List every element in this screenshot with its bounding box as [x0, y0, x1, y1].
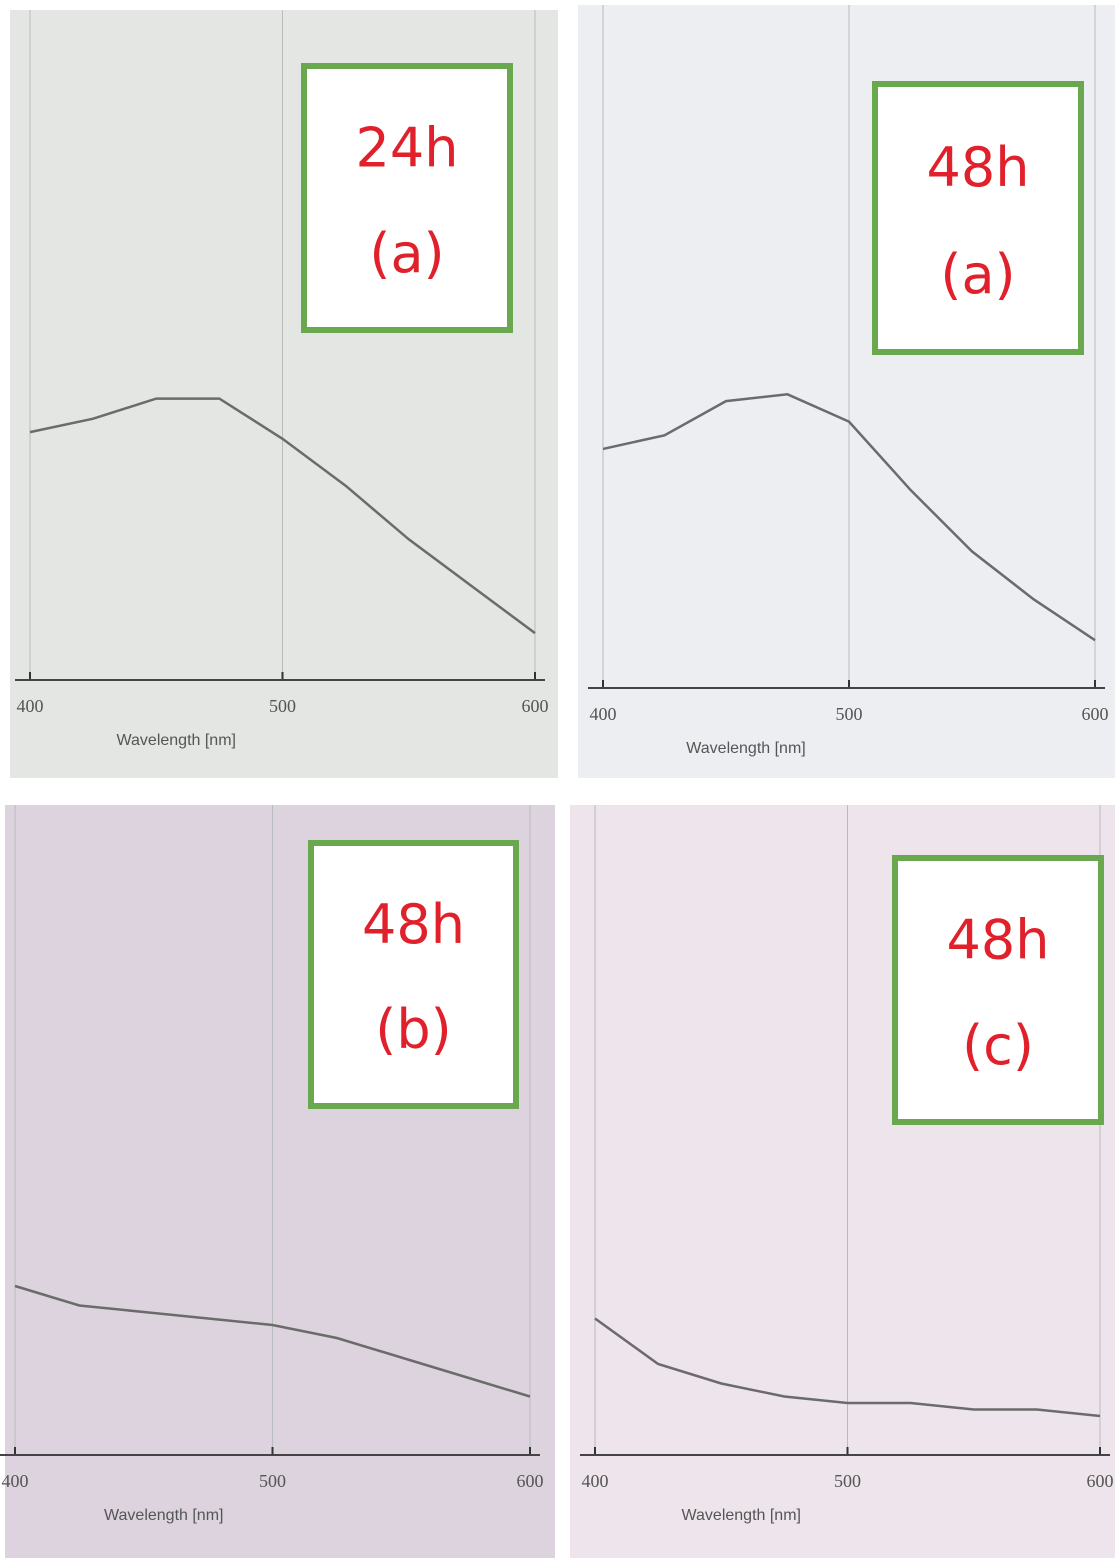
x-tick-label: 400: [582, 1471, 609, 1491]
label-subtitle: (b): [375, 998, 451, 1061]
x-tick-label: 600: [522, 696, 549, 716]
label-title: 48h: [927, 136, 1030, 199]
x-axis-label: Wavelength [nm]: [682, 1507, 801, 1524]
label-box: [895, 858, 1101, 1122]
x-axis-label: Wavelength [nm]: [117, 732, 236, 749]
figure: 400 500 600 Wavelength [nm] 24h (a) 400 500 600 W…: [0, 0, 1120, 1558]
label-subtitle: (c): [962, 1014, 1034, 1077]
label-title: 48h: [362, 893, 465, 956]
label-subtitle: (a): [940, 243, 1015, 306]
x-tick-label: 600: [1087, 1471, 1114, 1491]
x-tick-label: 400: [17, 696, 44, 716]
label-box: [875, 84, 1081, 352]
x-tick-label: 500: [836, 704, 863, 724]
x-tick-label: 400: [590, 704, 617, 724]
x-axis-label: Wavelength [nm]: [686, 740, 805, 757]
x-axis-label: Wavelength [nm]: [104, 1507, 223, 1524]
x-tick-label: 500: [269, 696, 296, 716]
x-tick-label: 600: [517, 1471, 544, 1491]
x-tick-label: 500: [834, 1471, 861, 1491]
x-tick-label: 500: [259, 1471, 286, 1491]
label-box: [304, 66, 510, 330]
label-box: [311, 843, 516, 1106]
x-tick-label: 400: [2, 1471, 29, 1491]
label-title: 48h: [947, 908, 1050, 971]
label-subtitle: (a): [369, 222, 444, 285]
label-title: 24h: [356, 116, 459, 179]
x-tick-label: 600: [1082, 704, 1109, 724]
